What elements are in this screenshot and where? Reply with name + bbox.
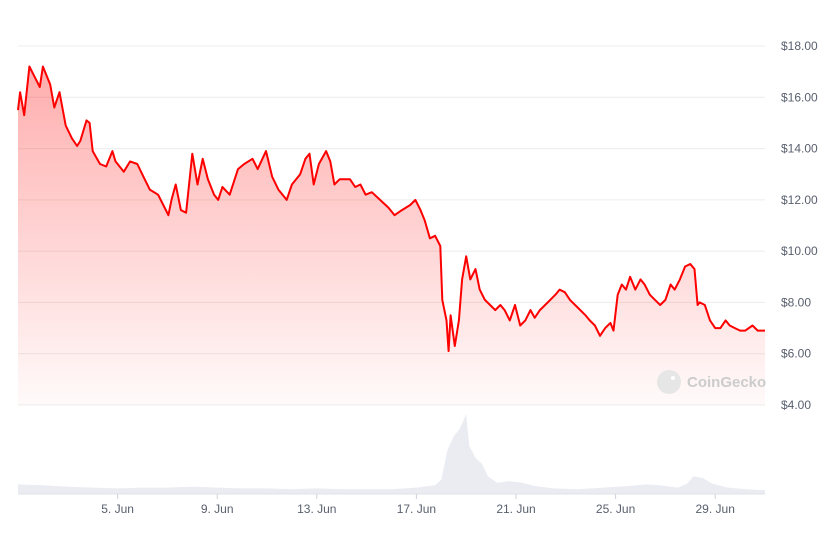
y-tick-label: $10.00	[781, 244, 818, 258]
price-line	[17, 65, 765, 353]
y-tick-label: $16.00	[781, 90, 818, 104]
y-axis: $18.00 $16.00 $14.00 $12.00 $10.00 $8.00 $6.00…	[781, 39, 818, 412]
volume-series	[18, 414, 765, 494]
volume-area	[18, 414, 765, 494]
gecko-eye-icon	[671, 376, 675, 380]
gecko-logo-icon	[657, 370, 681, 394]
x-axis: 5. Jun 9. Jun 13. Jun 17. Jun 21. Jun 25. Jun…	[18, 493, 765, 516]
y-tick-label: $18.00	[781, 39, 818, 53]
coingecko-watermark: CoinGecko	[657, 370, 766, 394]
y-tick-label: $8.00	[781, 295, 811, 309]
y-tick-label: $14.00	[781, 142, 818, 156]
x-tick-label: 29. Jun	[696, 502, 735, 516]
x-tick-label: 17. Jun	[397, 502, 436, 516]
x-tick-label: 13. Jun	[297, 502, 336, 516]
price-area-fill	[18, 66, 765, 405]
watermark-text: CoinGecko	[687, 374, 766, 391]
x-tick-label: 5. Jun	[101, 502, 134, 516]
price-series	[17, 65, 765, 405]
x-tick-label: 21. Jun	[496, 502, 535, 516]
y-tick-label: $12.00	[781, 193, 818, 207]
x-tick-label: 25. Jun	[596, 502, 635, 516]
y-tick-label: $6.00	[781, 347, 811, 361]
y-tick-label: $4.00	[781, 398, 811, 412]
x-tick-label: 9. Jun	[201, 502, 234, 516]
